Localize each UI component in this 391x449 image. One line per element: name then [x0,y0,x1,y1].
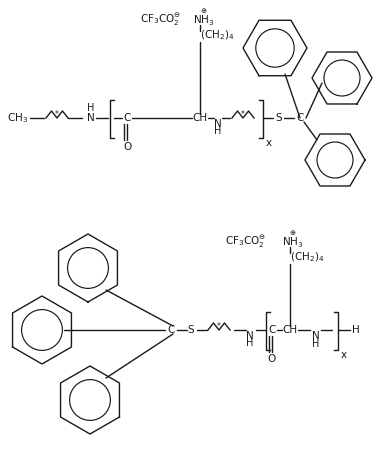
Text: x: x [266,138,272,148]
Text: x: x [341,350,347,360]
Text: N: N [312,331,320,341]
Text: CH: CH [282,325,298,335]
Text: CH$_3$: CH$_3$ [7,111,29,125]
Text: N: N [214,119,222,129]
Text: $\overset{\oplus}{\mathrm{NH_3}}$: $\overset{\oplus}{\mathrm{NH_3}}$ [193,8,215,28]
Text: H: H [352,325,360,335]
Text: CF$_3$CO$_2^{\ominus}$: CF$_3$CO$_2^{\ominus}$ [225,234,266,250]
Text: S: S [276,113,282,123]
Text: C: C [167,325,175,335]
Text: H: H [246,338,254,348]
Text: CH: CH [192,113,208,123]
Text: N: N [246,331,254,341]
Text: (CH$_2$)$_4$: (CH$_2$)$_4$ [290,250,325,264]
Text: *: * [55,110,59,119]
Text: *: * [241,110,245,119]
Text: H: H [87,103,95,113]
Text: C: C [296,113,304,123]
Text: CF$_3$CO$_2^{\ominus}$: CF$_3$CO$_2^{\ominus}$ [140,12,181,28]
Text: H: H [312,339,320,349]
Text: C: C [268,325,276,335]
Text: (CH$_2$)$_4$: (CH$_2$)$_4$ [200,28,235,42]
Text: N: N [87,113,95,123]
Text: H: H [214,126,222,136]
Text: O: O [268,354,276,364]
Text: $\overset{\oplus}{\mathrm{NH_3}}$: $\overset{\oplus}{\mathrm{NH_3}}$ [282,230,304,251]
Text: O: O [123,142,131,152]
Text: *: * [217,322,221,331]
Text: S: S [188,325,194,335]
Text: C: C [123,113,131,123]
